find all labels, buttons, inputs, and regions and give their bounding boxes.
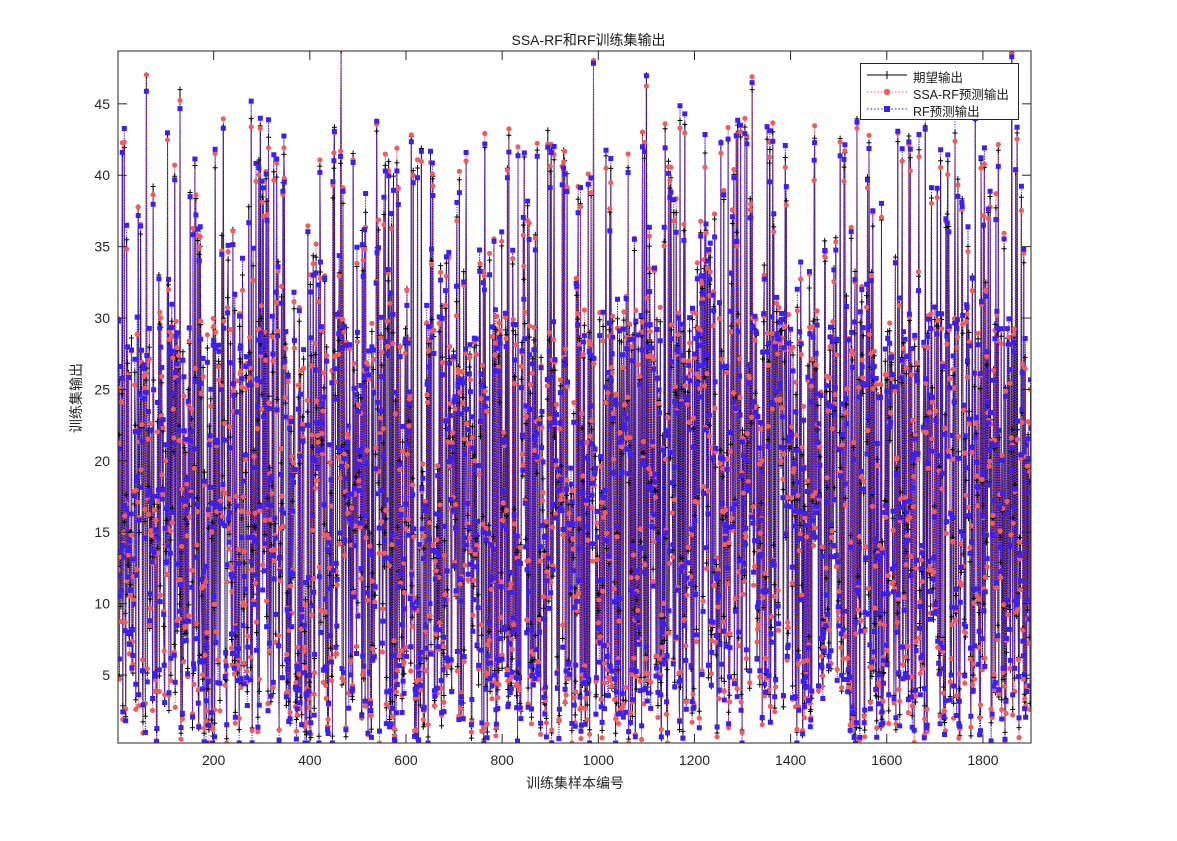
legend-label: 期望输出: [913, 71, 964, 85]
solid-line-plus-marker-icon: [867, 71, 907, 79]
chart-title: SSA-RF和RF训练集输出: [511, 32, 666, 48]
ticks-layer: 200 400 600 800 1000 1200 1400 1600 1800 5 10 15 20 2…: [94, 51, 1031, 768]
y-tick-label: 10: [94, 596, 110, 612]
x-axis-label: 训练集样本编号: [526, 775, 624, 791]
x-tick-label: 1400: [775, 752, 806, 768]
legend-label: RF预测输出: [913, 105, 980, 119]
x-tick-label: 200: [202, 752, 226, 768]
x-tick-label: 400: [298, 752, 322, 768]
y-tick-label: 5: [102, 667, 110, 683]
y-tick-label: 20: [94, 453, 110, 469]
series-layer: [118, 51, 1031, 743]
x-tick-label: 1200: [679, 752, 710, 768]
x-tick-label: 600: [394, 752, 418, 768]
x-tick-label: 1800: [967, 752, 998, 768]
axes-box: [117, 50, 1032, 744]
y-tick-label: 45: [94, 96, 110, 112]
x-tick-label: 800: [490, 752, 514, 768]
y-tick-label: 15: [94, 524, 110, 540]
y-tick-label: 35: [94, 239, 110, 255]
legend[interactable]: 期望输出 SSA-RF预测输出 RF预测输出: [860, 63, 1019, 120]
x-tick-label: 1000: [583, 752, 614, 768]
dotted-line-square-marker-icon: [867, 106, 907, 112]
legend-item-expected: 期望输出: [861, 66, 1018, 85]
dotted-line-circle-marker-icon: [867, 88, 907, 96]
y-tick-label: 30: [94, 310, 110, 326]
y-tick-label: 25: [94, 381, 110, 397]
legend-item-ssa-rf: SSA-RF预测输出: [861, 83, 1018, 102]
y-tick-label: 40: [94, 167, 110, 183]
y-axis-label: 训练集输出: [68, 363, 84, 433]
x-tick-label: 1600: [871, 752, 902, 768]
legend-label: SSA-RF预测输出: [913, 88, 1009, 102]
legend-item-rf: RF预测输出: [861, 100, 1018, 119]
series-rf-markers: [118, 54, 1031, 743]
